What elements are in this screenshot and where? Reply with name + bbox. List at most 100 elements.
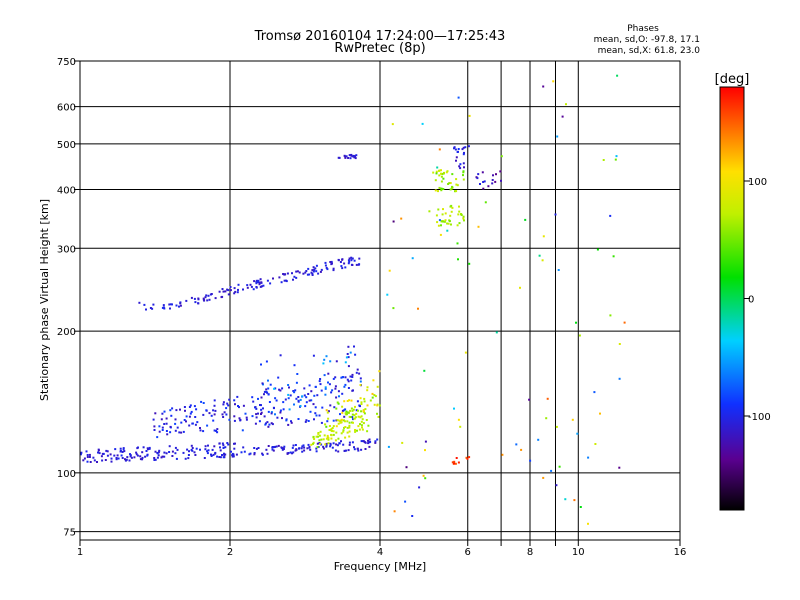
data-point	[88, 453, 91, 456]
data-point	[335, 419, 338, 422]
data-point	[265, 360, 268, 363]
data-point	[219, 446, 221, 449]
data-point	[458, 205, 460, 208]
data-point	[171, 450, 174, 453]
data-point	[145, 450, 148, 452]
data-point	[174, 418, 177, 421]
data-point	[453, 407, 455, 410]
data-point	[454, 148, 457, 151]
data-point	[455, 178, 458, 181]
data-point	[257, 412, 259, 415]
data-point	[266, 279, 269, 282]
data-point	[185, 420, 187, 423]
data-point	[499, 170, 502, 173]
data-point	[319, 442, 322, 445]
data-point	[271, 446, 274, 448]
data-point	[255, 447, 258, 450]
y-tick-label: 750	[57, 57, 76, 68]
data-point	[188, 450, 190, 453]
data-point	[136, 454, 139, 457]
data-point	[438, 174, 441, 177]
data-point	[93, 459, 96, 462]
data-point	[322, 445, 325, 448]
data-point	[214, 409, 217, 412]
data-point	[400, 217, 403, 220]
data-point	[455, 457, 458, 459]
data-point	[354, 405, 356, 408]
data-point	[165, 422, 168, 425]
data-point	[265, 422, 267, 425]
data-point	[350, 399, 353, 402]
data-point	[128, 459, 131, 462]
data-point	[451, 173, 454, 176]
data-point	[295, 276, 298, 279]
data-point	[86, 456, 89, 458]
data-point	[119, 450, 122, 453]
data-point	[301, 450, 304, 453]
data-point	[346, 426, 349, 429]
data-point	[372, 379, 375, 382]
data-point	[194, 423, 197, 426]
data-point	[252, 400, 255, 403]
data-point	[550, 469, 553, 472]
colorbar-ticks: 100 0 -100	[744, 177, 771, 423]
data-point	[345, 356, 348, 359]
data-point	[229, 286, 232, 288]
data-point	[363, 397, 366, 400]
data-point	[298, 447, 300, 450]
data-point	[293, 391, 296, 394]
data-point	[214, 297, 217, 300]
data-point	[315, 414, 318, 417]
data-point	[347, 262, 350, 265]
data-point	[191, 447, 194, 449]
data-point	[352, 418, 354, 421]
data-point	[376, 438, 379, 441]
data-point	[194, 454, 197, 456]
data-point	[286, 272, 289, 275]
colorbar-tick-label: 100	[748, 177, 767, 188]
data-point	[344, 383, 347, 386]
data-point	[352, 408, 355, 411]
data-point	[274, 397, 277, 400]
data-point	[320, 389, 323, 392]
data-point	[357, 409, 359, 412]
data-point	[353, 417, 356, 420]
data-point	[345, 155, 348, 158]
data-point	[462, 146, 465, 149]
data-point	[318, 434, 321, 437]
y-axis-label: Stationary phase Virtual Height [km]	[38, 199, 51, 401]
data-point	[450, 210, 453, 213]
data-point	[285, 279, 288, 282]
data-point	[290, 421, 293, 424]
data-point	[596, 248, 599, 251]
data-point	[88, 456, 91, 458]
data-point	[169, 425, 172, 428]
data-point	[401, 441, 404, 444]
data-point	[363, 412, 366, 415]
data-point	[233, 419, 236, 422]
data-point	[250, 285, 253, 288]
data-point	[308, 445, 311, 448]
data-point	[361, 428, 364, 431]
data-point	[424, 477, 427, 480]
data-point	[163, 455, 166, 458]
data-point	[286, 452, 289, 455]
data-point	[364, 448, 367, 450]
data-point	[309, 448, 312, 451]
data-point	[618, 377, 621, 380]
data-point	[312, 435, 315, 438]
data-point	[153, 459, 156, 461]
data-point	[438, 219, 441, 222]
data-point	[360, 415, 363, 418]
data-point	[495, 331, 498, 334]
data-point	[185, 415, 188, 418]
data-point	[313, 394, 316, 397]
data-point	[325, 355, 328, 358]
data-point	[220, 296, 223, 299]
data-point	[347, 411, 350, 414]
data-point	[331, 446, 334, 449]
data-point	[440, 169, 442, 172]
data-point	[255, 281, 258, 283]
data-point	[461, 148, 464, 151]
data-point	[262, 407, 264, 410]
